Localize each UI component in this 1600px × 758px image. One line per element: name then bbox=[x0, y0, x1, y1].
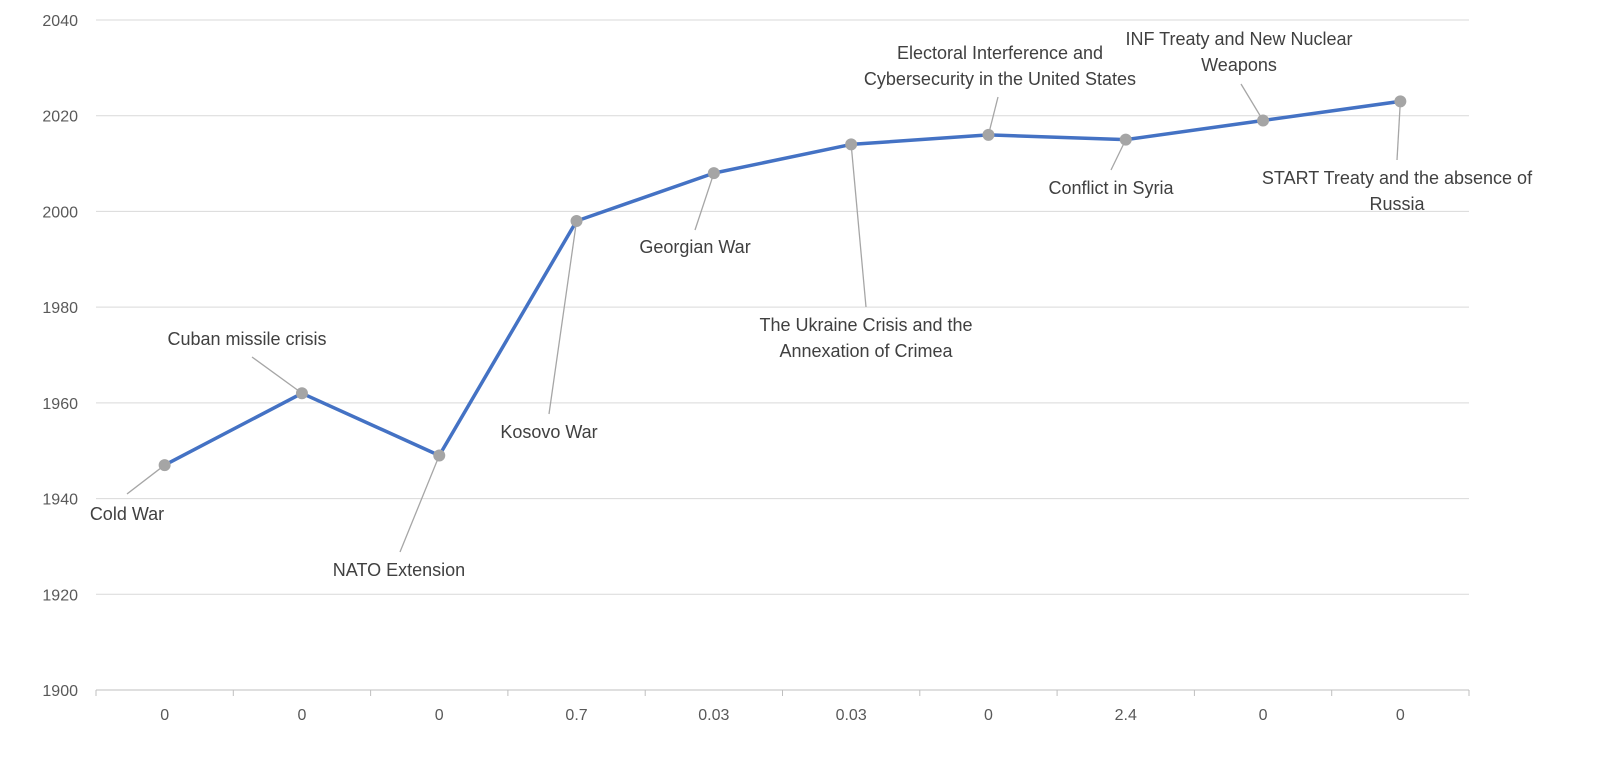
annotation-label-line: Electoral Interference and bbox=[897, 43, 1103, 63]
y-tick-label: 1980 bbox=[42, 300, 78, 317]
annotation-label-line: Cold War bbox=[90, 504, 164, 524]
annotation-leader-line bbox=[850, 144, 867, 308]
y-tick-label: 2000 bbox=[42, 204, 78, 221]
annotation-leader-line bbox=[548, 220, 578, 415]
y-tick-label: 1900 bbox=[42, 683, 78, 700]
annotation-leader-line bbox=[987, 96, 999, 136]
y-axis-ticks: 1900 1920 1940 1960 1980 2000 2020 2040 bbox=[42, 13, 78, 700]
y-tick-label: 1920 bbox=[42, 587, 78, 604]
data-point bbox=[707, 167, 720, 180]
annotation-leader-line bbox=[126, 464, 166, 495]
y-tick-label: 2040 bbox=[42, 13, 78, 30]
annotation-leader-line bbox=[399, 455, 440, 553]
x-tick-label: 2.4 bbox=[1115, 707, 1137, 724]
annotations: Cold War Cuban missile crisis NATO Extensi… bbox=[90, 29, 1533, 580]
annotation-label-line: START Treaty and the absence of bbox=[1262, 168, 1533, 188]
annotation-label: Electoral Interference and Cybersecurity … bbox=[864, 43, 1136, 89]
annotation-label: The Ukraine Crisis and the Annexation of … bbox=[759, 315, 972, 361]
gridlines bbox=[96, 19, 1469, 595]
annotation-label-line: Russia bbox=[1369, 194, 1425, 214]
y-tick-label: 2020 bbox=[42, 109, 78, 126]
annotation-leader-line bbox=[1240, 83, 1264, 121]
x-tick-label: 0 bbox=[1259, 707, 1268, 724]
annotation-label-line: Georgian War bbox=[639, 237, 750, 257]
annotation-label: Conflict in Syria bbox=[1048, 178, 1174, 198]
annotation-label-line: Cuban missile crisis bbox=[167, 329, 326, 349]
annotation-label-line: INF Treaty and New Nuclear bbox=[1125, 29, 1352, 49]
series-line bbox=[162, 99, 1403, 467]
y-tick-label: 1960 bbox=[42, 396, 78, 413]
y-tick-label: 1940 bbox=[42, 492, 78, 509]
data-point bbox=[1257, 114, 1270, 127]
annotation-label-line: The Ukraine Crisis and the bbox=[759, 315, 972, 335]
annotation-label-line: Annexation of Crimea bbox=[779, 341, 953, 361]
annotation-label: Cold War bbox=[90, 504, 164, 524]
data-point bbox=[433, 449, 446, 462]
data-point bbox=[295, 387, 308, 400]
annotation-label-line: Conflict in Syria bbox=[1048, 178, 1174, 198]
series-group bbox=[162, 99, 1403, 467]
data-point bbox=[158, 459, 171, 472]
data-points bbox=[158, 95, 1407, 472]
annotation-leader-line bbox=[251, 356, 303, 394]
annotation-leader-line bbox=[1396, 101, 1401, 161]
annotation-label: NATO Extension bbox=[333, 560, 465, 580]
annotation-label: INF Treaty and New Nuclear Weapons bbox=[1125, 29, 1352, 75]
data-point bbox=[1394, 95, 1407, 108]
annotation-label: Kosovo War bbox=[500, 422, 597, 442]
annotation-label: START Treaty and the absence of Russia bbox=[1262, 168, 1533, 214]
annotation-label-line: Cybersecurity in the United States bbox=[864, 69, 1136, 89]
x-tick-label: 0.03 bbox=[698, 707, 729, 724]
x-tick-label: 0 bbox=[984, 707, 993, 724]
x-tick-label: 0 bbox=[160, 707, 169, 724]
data-point bbox=[845, 138, 858, 151]
annotation-label-line: NATO Extension bbox=[333, 560, 465, 580]
x-tick-label: 0 bbox=[435, 707, 444, 724]
annotation-label-line: Weapons bbox=[1201, 55, 1277, 75]
annotation-leader-line bbox=[694, 172, 715, 231]
x-tick-label: 0.03 bbox=[836, 707, 867, 724]
data-point bbox=[1119, 133, 1132, 146]
x-tick-label: 0 bbox=[1396, 707, 1405, 724]
data-point bbox=[982, 128, 995, 141]
x-axis: 0 0 0 0.7 0.03 0.03 0 2.4 0 0 bbox=[95, 689, 1470, 724]
x-tick-label: 0 bbox=[297, 707, 306, 724]
annotation-label-line: Kosovo War bbox=[500, 422, 597, 442]
annotation-label: Georgian War bbox=[639, 237, 750, 257]
data-point bbox=[570, 215, 583, 227]
annotation-label: Cuban missile crisis bbox=[167, 329, 326, 349]
x-tick-label: 0.7 bbox=[565, 707, 587, 724]
